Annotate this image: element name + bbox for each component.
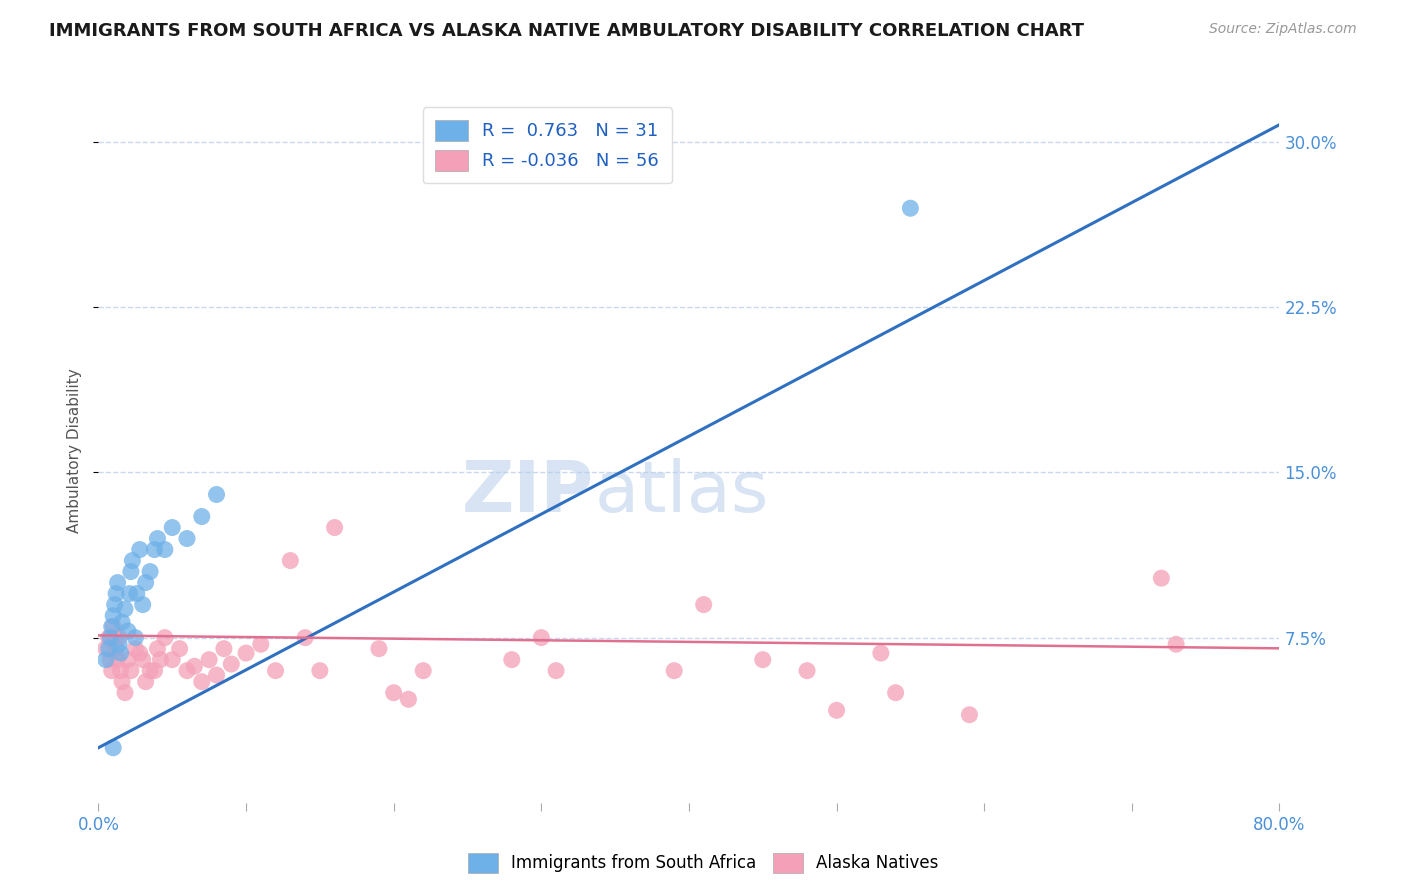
Point bbox=[121, 553, 143, 567]
Point bbox=[124, 631, 146, 645]
Point bbox=[104, 631, 127, 645]
Point bbox=[235, 646, 257, 660]
Point bbox=[398, 692, 420, 706]
Point bbox=[153, 542, 176, 557]
Point bbox=[191, 674, 214, 689]
Point bbox=[118, 586, 141, 600]
Point bbox=[959, 707, 981, 722]
Point bbox=[135, 575, 157, 590]
Point bbox=[149, 653, 172, 667]
Point bbox=[139, 565, 162, 579]
Point bbox=[120, 664, 142, 678]
Point bbox=[146, 641, 169, 656]
Point bbox=[107, 575, 129, 590]
Point bbox=[884, 686, 907, 700]
Point bbox=[205, 668, 228, 682]
Point bbox=[97, 631, 120, 645]
Point bbox=[128, 646, 150, 660]
Point bbox=[368, 641, 391, 656]
Point bbox=[124, 641, 146, 656]
Point bbox=[176, 664, 198, 678]
Point bbox=[250, 637, 273, 651]
Point bbox=[132, 598, 155, 612]
Point bbox=[117, 624, 139, 638]
Point bbox=[212, 641, 235, 656]
Point bbox=[264, 664, 287, 678]
Point bbox=[139, 664, 162, 678]
Point bbox=[205, 487, 228, 501]
Point bbox=[111, 674, 134, 689]
Point bbox=[108, 631, 131, 645]
Point bbox=[104, 598, 127, 612]
Point bbox=[412, 664, 434, 678]
Point bbox=[664, 664, 686, 678]
Point bbox=[98, 653, 121, 667]
Point bbox=[94, 641, 117, 656]
Point bbox=[221, 657, 243, 671]
Point bbox=[103, 619, 125, 633]
Point bbox=[100, 619, 122, 633]
Point bbox=[162, 520, 183, 534]
Text: atlas: atlas bbox=[595, 458, 769, 527]
Point bbox=[110, 664, 132, 678]
Point bbox=[1150, 571, 1173, 585]
Legend: R =  0.763   N = 31, R = -0.036   N = 56: R = 0.763 N = 31, R = -0.036 N = 56 bbox=[423, 107, 672, 183]
Point bbox=[146, 532, 169, 546]
Point bbox=[108, 637, 131, 651]
Text: Source: ZipAtlas.com: Source: ZipAtlas.com bbox=[1209, 22, 1357, 37]
Point bbox=[870, 646, 893, 660]
Point bbox=[530, 631, 553, 645]
Point bbox=[114, 686, 136, 700]
Point bbox=[176, 532, 198, 546]
Point bbox=[94, 653, 117, 667]
Point bbox=[382, 686, 405, 700]
Point bbox=[825, 703, 848, 717]
Point bbox=[693, 598, 716, 612]
Point bbox=[191, 509, 214, 524]
Point bbox=[98, 631, 121, 645]
Point bbox=[105, 641, 128, 656]
Point bbox=[183, 659, 205, 673]
Point bbox=[114, 602, 136, 616]
Point bbox=[198, 653, 221, 667]
Point bbox=[796, 664, 818, 678]
Point bbox=[280, 553, 302, 567]
Point bbox=[309, 664, 332, 678]
Y-axis label: Ambulatory Disability: Ambulatory Disability bbox=[67, 368, 83, 533]
Point bbox=[100, 664, 122, 678]
Point bbox=[110, 646, 132, 660]
Legend: Immigrants from South Africa, Alaska Natives: Immigrants from South Africa, Alaska Nat… bbox=[461, 847, 945, 880]
Point bbox=[169, 641, 191, 656]
Point bbox=[107, 653, 129, 667]
Point bbox=[323, 520, 346, 534]
Point bbox=[135, 674, 157, 689]
Point bbox=[1166, 637, 1188, 651]
Point bbox=[752, 653, 775, 667]
Point bbox=[153, 631, 176, 645]
Text: ZIP: ZIP bbox=[463, 458, 595, 527]
Point bbox=[162, 653, 183, 667]
Point bbox=[143, 542, 166, 557]
Point bbox=[128, 542, 150, 557]
Point bbox=[132, 653, 155, 667]
Point bbox=[501, 653, 523, 667]
Point bbox=[97, 641, 120, 656]
Text: IMMIGRANTS FROM SOUTH AFRICA VS ALASKA NATIVE AMBULATORY DISABILITY CORRELATION : IMMIGRANTS FROM SOUTH AFRICA VS ALASKA N… bbox=[49, 22, 1084, 40]
Point bbox=[103, 608, 125, 623]
Point bbox=[103, 740, 125, 755]
Point bbox=[125, 586, 148, 600]
Point bbox=[143, 664, 166, 678]
Point bbox=[546, 664, 568, 678]
Point bbox=[105, 586, 128, 600]
Point bbox=[111, 615, 134, 630]
Point bbox=[900, 201, 922, 215]
Point bbox=[120, 565, 142, 579]
Point bbox=[117, 653, 139, 667]
Point bbox=[294, 631, 316, 645]
